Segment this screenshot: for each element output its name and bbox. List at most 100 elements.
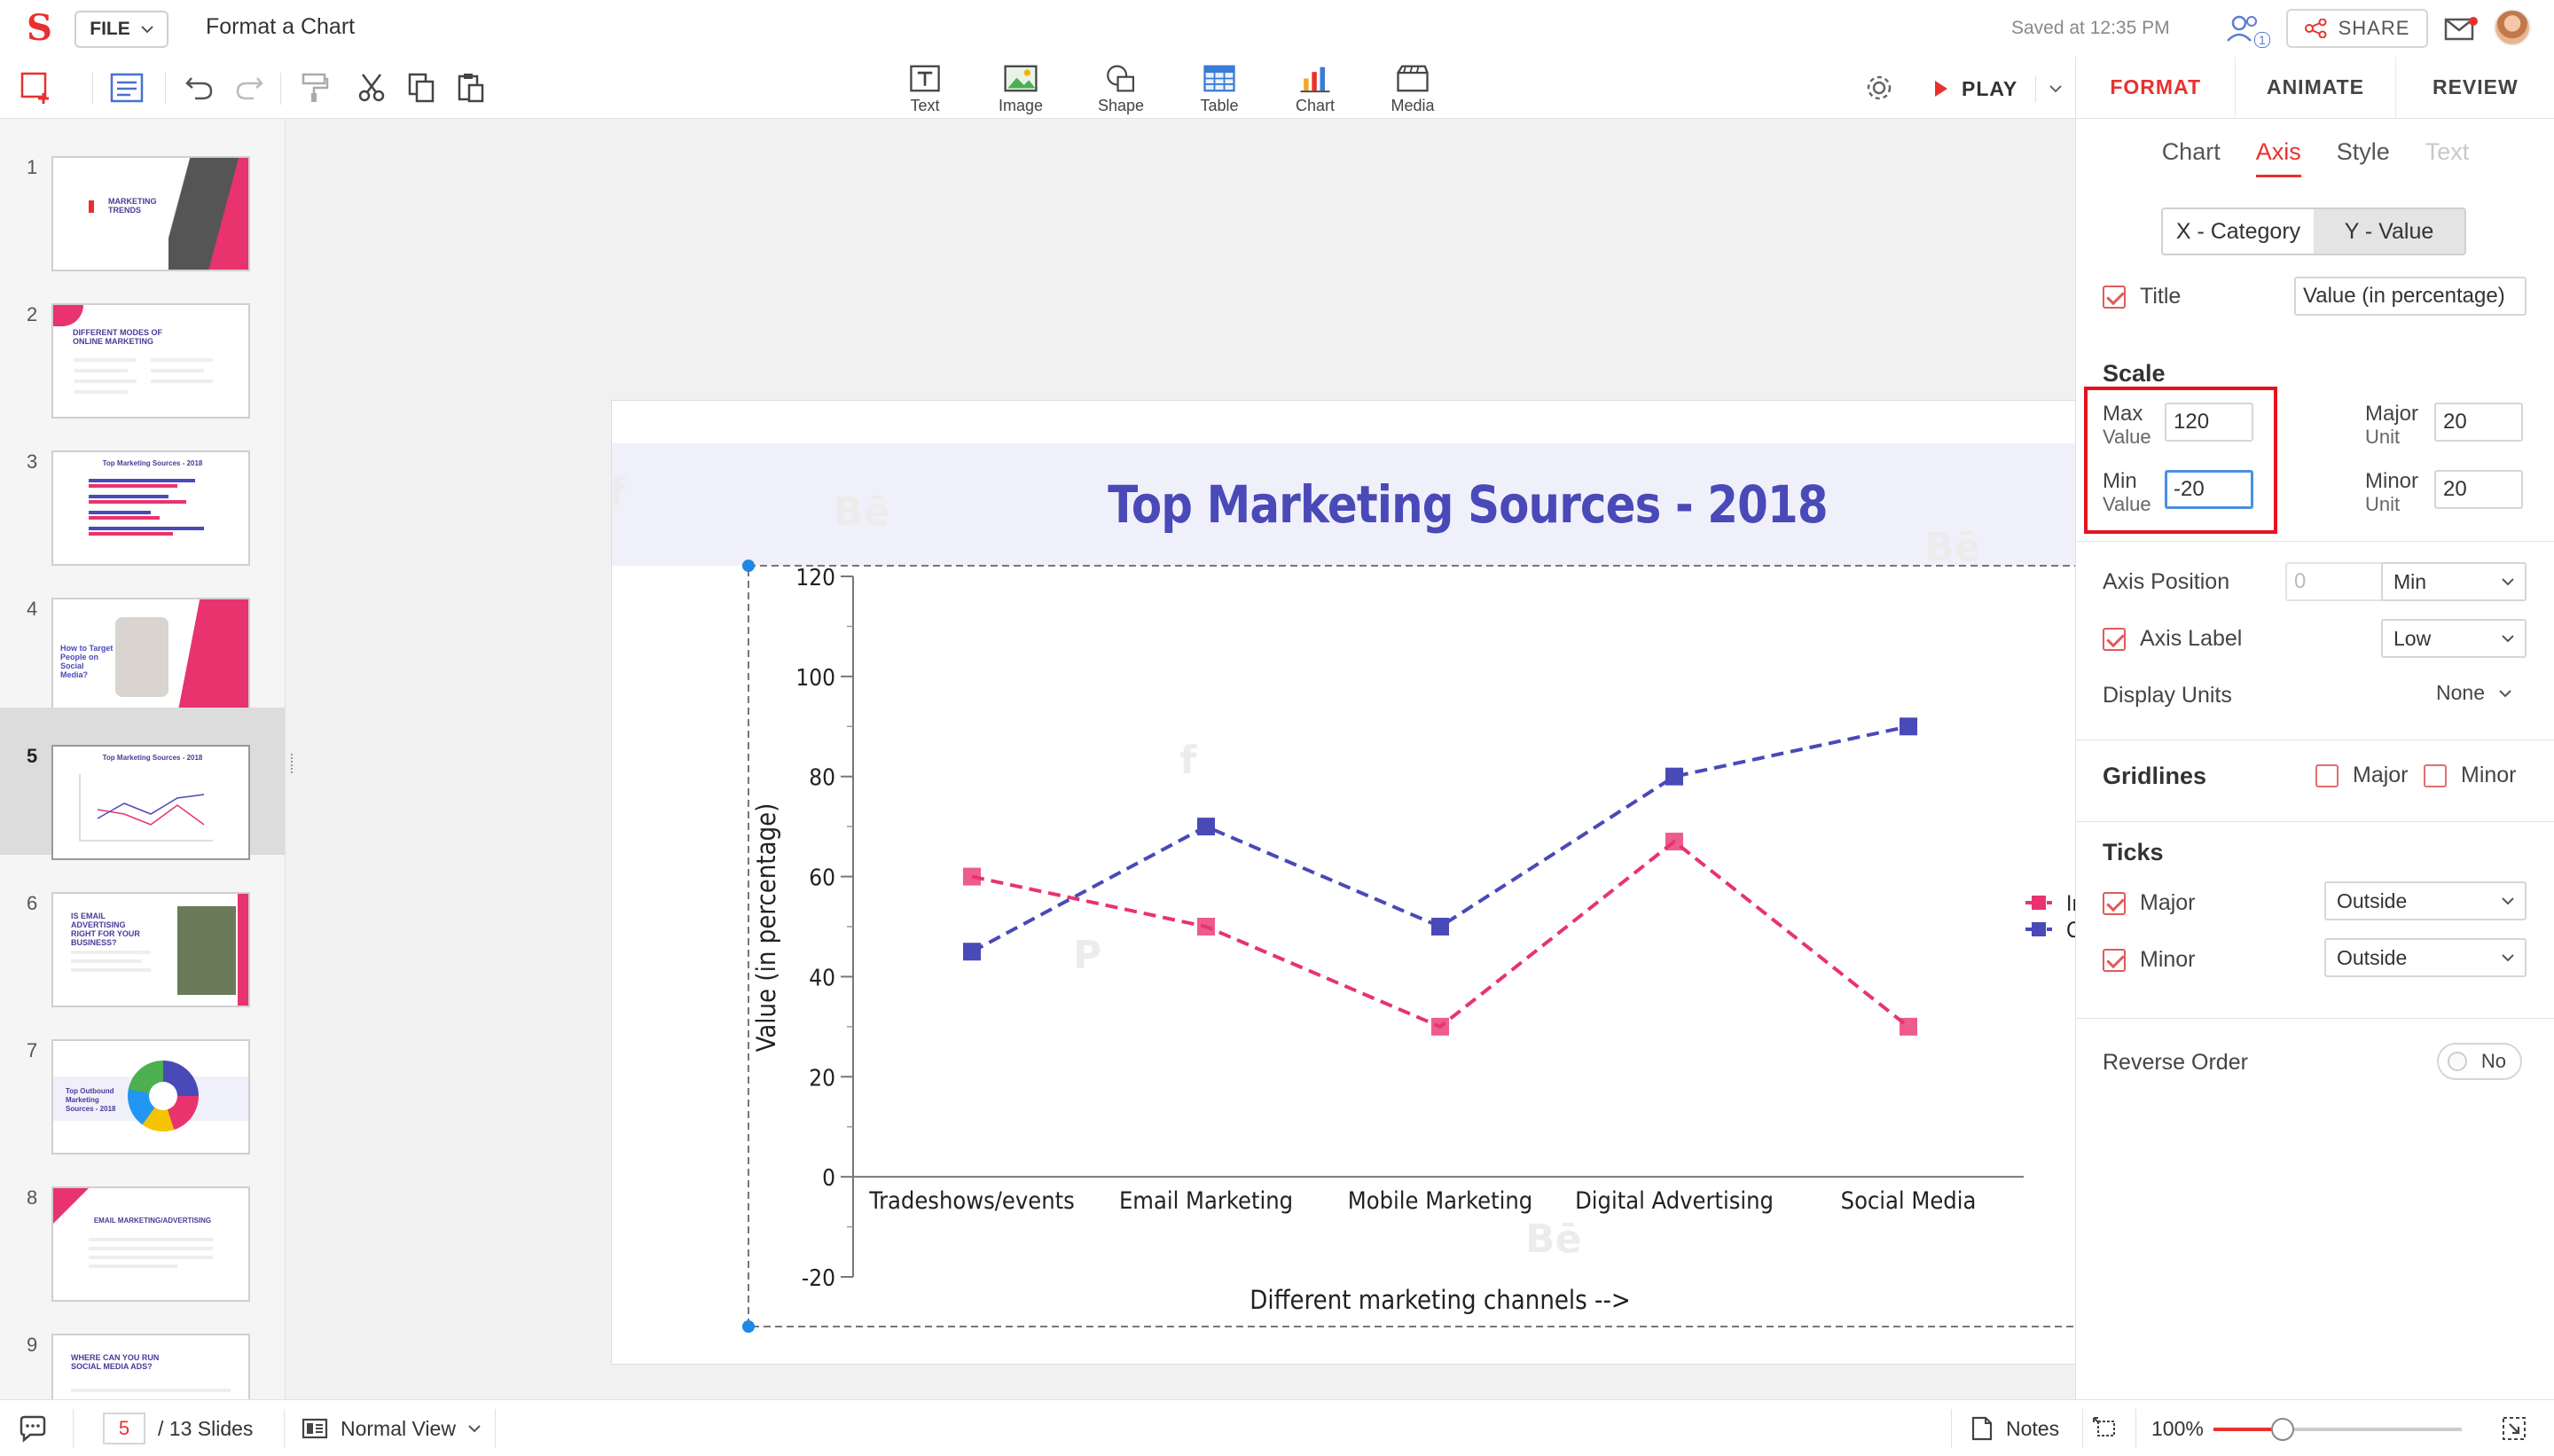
gridlines-minor-label: Minor — [2461, 763, 2517, 787]
display-units-select[interactable]: None — [2436, 681, 2511, 705]
chevron-down-icon — [2502, 954, 2514, 962]
slide-thumbnail-row[interactable]: 7 Top Outbound Marketing Sources - 2018 — [0, 1002, 285, 1155]
x-category-button[interactable]: X - Category — [2175, 218, 2301, 244]
slide-thumbnail[interactable]: How to Target People on Social Media? — [51, 598, 250, 713]
y-value-button[interactable]: Y - Value — [2314, 209, 2464, 254]
tab-format[interactable]: FORMAT — [2076, 57, 2237, 118]
slide-thumbnail-row[interactable]: 1 MARKETING TRENDS — [0, 119, 285, 271]
axis-position-select[interactable]: Min — [2381, 562, 2527, 601]
slide-thumbnail[interactable]: EMAIL MARKETING/ADVERTISING — [51, 1186, 250, 1302]
sub-tab-chart[interactable]: Chart — [2161, 138, 2221, 165]
paste-icon[interactable] — [452, 69, 490, 106]
x-category-label: Social Media — [1841, 1187, 1977, 1215]
app-logo-icon[interactable]: S — [27, 7, 52, 49]
gridlines-major-checkbox[interactable] — [2315, 763, 2339, 787]
status-separator — [1951, 1409, 1952, 1448]
chevron-down-icon[interactable] — [2049, 84, 2063, 93]
view-mode-select[interactable]: Normal View — [302, 1400, 481, 1456]
insert-text-button[interactable]: Text — [885, 64, 965, 115]
insert-shape-button[interactable]: Shape — [1081, 64, 1161, 115]
slide-thumbnail-row[interactable]: 8 EMAIL MARKETING/ADVERTISING — [0, 1149, 285, 1302]
chat-icon[interactable] — [18, 1400, 48, 1456]
insert-chart-button[interactable]: Chart — [1275, 64, 1355, 115]
slide-thumbnail[interactable]: IS EMAIL ADVERTISING RIGHT FOR YOUR BUSI… — [51, 892, 250, 1007]
line-chart[interactable]: 120 100 80 60 40 20 0 -20 Tradeshows/events Email… — [612, 401, 2323, 1364]
slide-thumbnail-row[interactable]: 4 How to Target People on Social Media? — [0, 560, 285, 713]
sorter-resize-handle[interactable] — [291, 754, 294, 773]
mail-icon[interactable] — [2444, 16, 2480, 43]
zoom-slider[interactable] — [2213, 1418, 2462, 1441]
tab-animate[interactable]: ANIMATE — [2236, 57, 2396, 118]
add-slide-icon[interactable] — [18, 69, 55, 106]
insert-media-button[interactable]: Media — [1373, 64, 1453, 115]
gridlines-minor-checkbox[interactable] — [2424, 763, 2447, 787]
tab-review[interactable]: REVIEW — [2432, 75, 2519, 98]
slide-thumbnail[interactable]: Top Marketing Sources - 2018 — [51, 745, 250, 860]
user-avatar[interactable] — [2494, 9, 2531, 46]
settings-gear-icon[interactable] — [1861, 69, 1898, 106]
max-value-input[interactable]: 120 — [2165, 403, 2253, 442]
ticks-minor-label: Minor — [2140, 947, 2196, 972]
sub-tab-axis[interactable]: Axis — [2255, 138, 2301, 177]
slide-thumbnail[interactable]: WHERE CAN YOU RUN SOCIAL MEDIA ADS? — [51, 1334, 250, 1399]
notes-icon — [1971, 1416, 1993, 1441]
axis-label-select[interactable]: Low — [2381, 619, 2527, 658]
zoom-level[interactable]: 100% — [2151, 1416, 2204, 1440]
ticks-heading: Ticks — [2103, 839, 2164, 865]
redo-icon[interactable] — [231, 69, 268, 106]
major-unit-input[interactable]: 20 — [2434, 403, 2523, 442]
file-menu-button[interactable]: FILE — [74, 11, 168, 48]
reverse-order-toggle[interactable]: No — [2437, 1043, 2522, 1080]
zoom-slider-handle[interactable] — [2271, 1418, 2295, 1441]
slide-number: 6 — [27, 892, 38, 914]
copy-icon[interactable] — [403, 69, 440, 106]
slide-thumbnail-row[interactable]: 3 Top Marketing Sources - 2018 — [0, 413, 285, 566]
image-icon — [1004, 65, 1038, 92]
chevron-down-icon — [2499, 689, 2511, 697]
share-icon — [2304, 19, 2327, 38]
ticks-minor-select[interactable]: Outside — [2324, 938, 2527, 977]
current-slide-input[interactable]: 5 — [103, 1413, 145, 1444]
collaborators-icon[interactable]: 1 — [2224, 12, 2270, 48]
document-title[interactable]: Format a Chart — [206, 14, 356, 39]
axis-title-input[interactable]: Value (in percentage) — [2294, 277, 2527, 316]
slide-thumbnail-row[interactable]: 2 DIFFERENT MODES OF ONLINE MARKETING — [0, 266, 285, 419]
slide-thumbnail[interactable]: Top Marketing Sources - 2018 — [51, 450, 250, 566]
slide-thumbnail[interactable]: MARKETING TRENDS — [51, 156, 250, 271]
slide-thumbnail[interactable]: DIFFERENT MODES OF ONLINE MARKETING — [51, 303, 250, 419]
slide-thumbnail-row-active[interactable]: 5 Top Marketing Sources - 2018 — [0, 708, 285, 860]
notes-button[interactable]: Notes — [1970, 1400, 2059, 1456]
ticks-major-select[interactable]: Outside — [2324, 881, 2527, 920]
min-value-input[interactable]: -20 — [2165, 470, 2253, 509]
layout-icon[interactable] — [108, 69, 145, 106]
sub-tab-style[interactable]: Style — [2336, 138, 2390, 165]
data-point-inbound — [1197, 918, 1215, 935]
slide-thumbnail-row[interactable]: 9 WHERE CAN YOU RUN SOCIAL MEDIA ADS? — [0, 1296, 285, 1399]
slide-thumbnail-row[interactable]: 6 IS EMAIL ADVERTISING RIGHT FOR YOUR BU… — [0, 855, 285, 1007]
insert-table-button[interactable]: Table — [1179, 64, 1259, 115]
selection-handle — [742, 560, 755, 572]
data-point-outbound — [1665, 767, 1683, 786]
major-unit-label: Major Unit — [2365, 402, 2419, 449]
fullscreen-icon[interactable] — [2501, 1400, 2527, 1456]
media-icon — [1397, 65, 1429, 92]
cut-icon[interactable] — [353, 69, 390, 106]
slide-canvas[interactable]: f Bē P f Bē S Bē S Top Marketing Sources… — [286, 119, 2323, 1399]
ticks-minor-checkbox[interactable] — [2103, 948, 2126, 972]
format-painter-icon[interactable] — [296, 69, 333, 106]
play-button[interactable]: PLAY — [1933, 73, 2063, 105]
fit-to-window-icon[interactable] — [2091, 1400, 2119, 1456]
slide-title[interactable]: Top Marketing Sources - 2018 — [1108, 474, 1828, 535]
slide[interactable]: f Bē P f Bē S Bē S Top Marketing Sources… — [612, 401, 2323, 1364]
axis-label-checkbox[interactable] — [2103, 627, 2126, 651]
share-button[interactable]: SHARE — [2286, 9, 2428, 48]
x-category-label: Mobile Marketing — [1348, 1187, 1532, 1215]
minor-unit-input[interactable]: 20 — [2434, 470, 2523, 509]
slide-thumbnail[interactable]: Top Outbound Marketing Sources - 2018 — [51, 1039, 250, 1155]
series-line-outbound — [971, 724, 1909, 953]
ticks-major-checkbox[interactable] — [2103, 891, 2126, 915]
undo-icon[interactable] — [181, 69, 218, 106]
slide-sorter[interactable]: 1 MARKETING TRENDS 2 DIFFERENT MODES OF … — [0, 119, 286, 1399]
axis-title-checkbox[interactable] — [2103, 285, 2126, 309]
insert-image-button[interactable]: Image — [981, 64, 1061, 115]
